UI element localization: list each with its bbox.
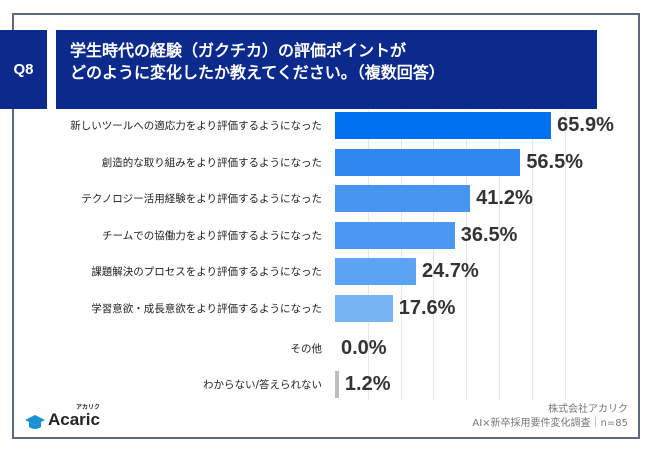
value-label: 24.7% [422,260,479,283]
acaric-logo: Acaric アカリク [25,405,100,430]
logo-wordmark: Acaric [48,410,100,429]
gridline [433,110,435,400]
gridline [367,110,369,400]
logo-text: Acaric アカリク [48,405,100,430]
value-label: 56.5% [526,150,584,173]
bar [335,371,339,399]
value-label: 17.6% [398,297,456,319]
bar [335,295,393,322]
category-label: 課題解決のプロセスをより評価するようになった [91,266,322,279]
category-label: チームでの協働力をより評価するようになった [102,229,322,242]
logo-kana: アカリク [75,405,100,411]
gridline [564,110,566,400]
gridline [466,110,468,400]
gridline [400,110,402,400]
bar [335,221,455,249]
category-label: テクノロジー活用経験をより評価するようになった [81,193,322,206]
category-label: 学習意欲・成長意欲をより評価するようになった [91,303,322,315]
title-line-1: 学生時代の経験（ガクチカ）の評価ポイントが [70,41,407,60]
category-label: その他 [290,342,323,355]
survey-info: AI×新卒採用要件変化調査｜n=85 [472,418,628,429]
value-label: 0.0% [341,336,387,359]
question-title: 学生時代の経験（ガクチカ）の評価ポイントが どのように変化したか教えてください。… [56,30,597,109]
title-line-2: どのように変化したか教えてください。（複数回答） [70,63,445,82]
gridline [531,110,533,400]
question-badge: Q8 [0,30,47,109]
value-label: 36.5% [460,223,518,246]
value-label: 1.2% [344,373,391,396]
gridline [499,110,500,400]
category-label: わからない/答えられない [202,379,322,392]
graduation-cap-icon [25,415,45,429]
company-name: 株式会社アカリク [548,404,628,415]
bar [335,112,552,139]
bar [335,185,471,213]
category-label: 新しいツールへの適応力をより評価するようになった [70,120,322,132]
category-label: 創造的な取り組みをより評価するようになった [101,156,322,169]
value-label: 65.9% [557,114,614,136]
bar [335,148,521,176]
bar [335,258,417,286]
value-label: 41.2% [476,187,533,210]
